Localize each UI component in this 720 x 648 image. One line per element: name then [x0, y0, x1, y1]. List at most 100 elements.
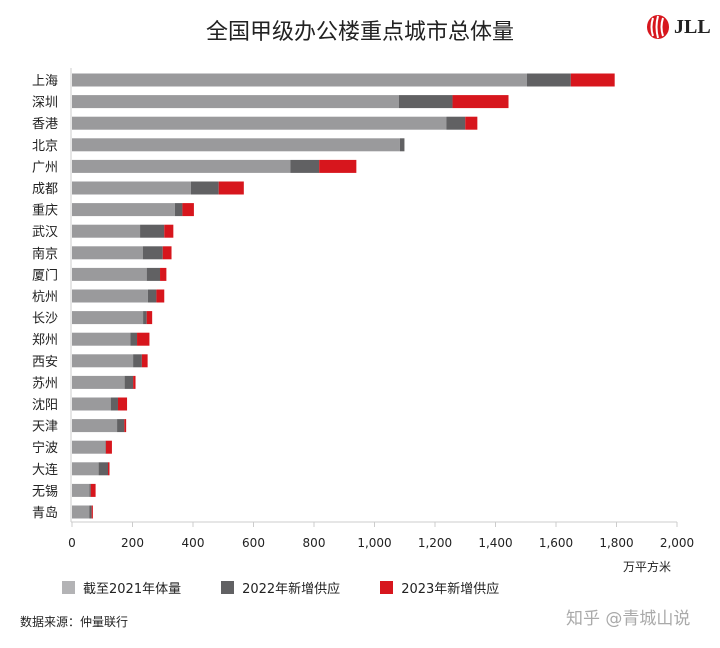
bar-2023 [133, 375, 136, 389]
x-tick-label: 1,600 [539, 536, 573, 550]
bar-2023 [182, 203, 194, 217]
x-tick-label: 400 [182, 536, 205, 550]
x-tick-label: 200 [121, 536, 144, 550]
bar-base [72, 419, 118, 433]
legend-label: 截至2021年体量 [83, 582, 182, 597]
bar-base [72, 203, 175, 217]
bar-2023 [146, 311, 153, 325]
logo-text: JLL [674, 15, 711, 38]
category-label: 青岛 [32, 505, 58, 521]
legend-item: 2023年新增供应 [380, 578, 499, 597]
category-label: 无锡 [32, 484, 58, 499]
bar-2022 [526, 73, 571, 87]
bar-2023 [319, 159, 357, 173]
x-tick-label: 600 [242, 536, 265, 550]
bar-base [72, 159, 291, 173]
data-source: 数据来源：仲量联行 [20, 615, 129, 629]
bar-2023 [124, 419, 127, 433]
bar-base [72, 116, 447, 130]
bar-2023 [164, 224, 174, 238]
bar-2023 [137, 332, 150, 346]
category-label: 厦门 [32, 268, 58, 283]
legend-swatch [62, 581, 75, 594]
bar-2023 [105, 440, 112, 454]
x-tick-label: 2,000 [660, 536, 694, 550]
bar-base [72, 311, 144, 325]
bar-base [72, 354, 134, 368]
category-label: 深圳 [32, 96, 58, 111]
bar-2022 [105, 440, 106, 454]
bar-2023 [162, 246, 172, 260]
category-label: 成都 [32, 182, 58, 197]
category-label: 北京 [32, 139, 58, 154]
bar-2023 [117, 397, 128, 411]
bar-2022 [98, 462, 108, 476]
bar-2023 [156, 289, 165, 303]
bar-base [72, 224, 141, 238]
category-label: 武汉 [32, 225, 58, 240]
category-label: 西安 [32, 355, 58, 370]
bar-base [72, 397, 111, 411]
category-label: 香港 [32, 117, 58, 132]
x-axis-unit: 万平方米 [623, 560, 672, 574]
bar-2022 [89, 483, 91, 497]
bar-2022 [110, 397, 118, 411]
category-label: 南京 [32, 246, 58, 262]
bar-base [72, 95, 400, 109]
bar-2023 [218, 181, 244, 195]
bar-2022 [174, 203, 183, 217]
bar-base [72, 246, 143, 260]
bar-2022 [140, 224, 165, 238]
bar-base [72, 267, 147, 281]
jll-logo: JLL [646, 14, 711, 40]
bar-2022 [399, 138, 405, 152]
bar-base [72, 375, 125, 389]
bar-2023 [452, 95, 509, 109]
bar-2022 [124, 375, 134, 389]
bar-2023 [91, 505, 93, 519]
bar-2022 [143, 311, 147, 325]
category-label: 沈阳 [32, 398, 58, 413]
bar-base [72, 332, 131, 346]
bar-2023 [160, 267, 167, 281]
bar-2022 [130, 332, 138, 346]
bar-2023 [107, 462, 110, 476]
legend-item: 截至2021年体量 [62, 578, 181, 597]
x-tick-label: 800 [303, 536, 326, 550]
category-label: 杭州 [32, 290, 58, 305]
x-tick-label: 1,400 [478, 536, 512, 550]
watermark: 知乎 @青城山说 [566, 609, 691, 629]
bar-2022 [133, 354, 142, 368]
bar-base [72, 289, 148, 303]
category-label: 长沙 [32, 312, 58, 327]
x-tick-label: 0 [68, 536, 76, 550]
bar-base [72, 138, 400, 152]
category-label: 广州 [32, 160, 58, 175]
bar-2023 [570, 73, 615, 87]
bar-2022 [190, 181, 219, 195]
category-label: 大连 [32, 462, 58, 478]
bar-base [72, 462, 99, 476]
chart-title: 全国甲级办公楼重点城市总体量 [205, 20, 514, 45]
legend: 截至2021年体量 2022年新增供应 2023年新增供应 [62, 578, 499, 597]
category-label: 上海 [32, 74, 58, 89]
bar-2022 [446, 116, 466, 130]
bar-2023 [141, 354, 148, 368]
legend-item: 2022年新增供应 [221, 578, 340, 597]
category-label: 宁波 [32, 440, 58, 456]
bar-2022 [399, 95, 453, 109]
bar-2022 [117, 419, 125, 433]
legend-label: 2022年新增供应 [242, 582, 341, 597]
bar-2022 [89, 505, 92, 519]
bar-2022 [290, 159, 320, 173]
bar-base [72, 440, 106, 454]
bar-2023 [465, 116, 478, 130]
category-label: 天津 [32, 420, 58, 435]
legend-label: 2023年新增供应 [401, 582, 500, 597]
category-label: 重庆 [32, 203, 58, 219]
x-tick-label: 1,800 [599, 536, 633, 550]
bar-base [72, 483, 90, 497]
jll-logo-icon [647, 15, 669, 39]
